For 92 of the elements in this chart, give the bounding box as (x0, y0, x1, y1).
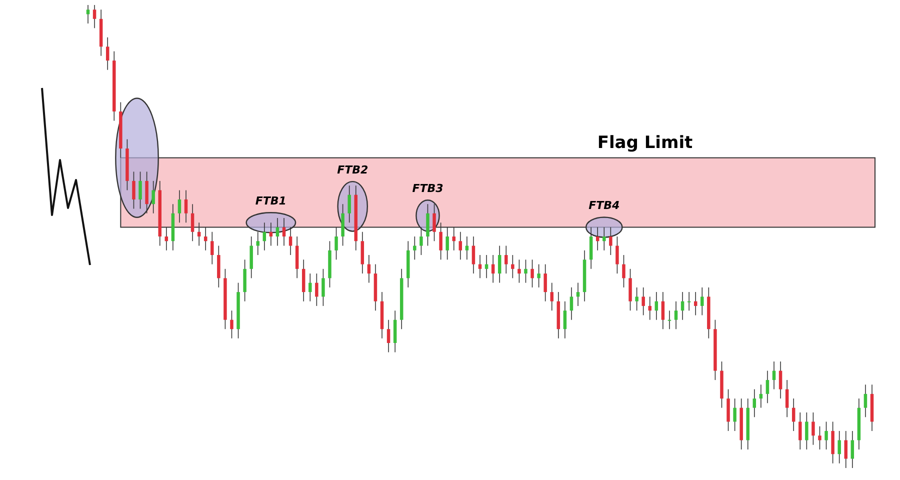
candlestick (498, 245, 502, 284)
candlestick (250, 236, 253, 279)
candlestick (360, 231, 364, 274)
candlestick (184, 190, 188, 224)
candlestick (838, 430, 841, 464)
candlestick (511, 254, 514, 279)
candlestick (308, 273, 312, 302)
candlestick (138, 171, 142, 210)
candlestick (530, 259, 534, 288)
candlestick (700, 287, 704, 316)
candlestick (348, 185, 351, 224)
candlestick (210, 231, 214, 265)
candlestick (654, 292, 658, 320)
candlestick (668, 310, 672, 330)
candlestick (850, 430, 854, 468)
candlestick (622, 254, 626, 288)
candlestick (276, 218, 280, 246)
candlestick (544, 264, 547, 302)
candlestick (609, 226, 612, 256)
candlestick (86, 4, 90, 24)
candlestick (570, 287, 574, 320)
band-label: Flag Limit (597, 132, 693, 153)
candlestick (766, 370, 770, 404)
candlestick (524, 259, 528, 284)
candlestick (759, 384, 763, 408)
candlestick (145, 171, 148, 214)
candlestick (262, 222, 266, 251)
candlestick (413, 236, 416, 260)
candlestick (805, 412, 808, 450)
candlestick (798, 412, 802, 450)
candlestick (576, 282, 580, 306)
candlestick (288, 226, 292, 256)
candlestick (687, 292, 691, 311)
annotation: FTB4 (588, 199, 620, 212)
candlestick (152, 180, 155, 214)
candlestick (178, 190, 182, 224)
candlestick (831, 421, 834, 464)
candlestick (315, 273, 318, 306)
candlestick (269, 222, 273, 246)
candlestick (680, 292, 684, 320)
candlestick (504, 245, 508, 274)
candlestick (812, 412, 815, 446)
candlestick (478, 254, 482, 279)
candlestick (472, 236, 476, 274)
candlestick (733, 398, 736, 432)
candlestick (674, 300, 678, 330)
candlestick (243, 259, 246, 302)
annotation: FTB1 (255, 194, 286, 208)
candlestick (602, 226, 606, 251)
candlestick (694, 292, 698, 316)
candlestick (484, 254, 488, 279)
candlestick (792, 398, 796, 432)
candlestick (642, 287, 645, 316)
candlestick (818, 426, 822, 450)
candlestick (386, 319, 390, 353)
candlestick (491, 254, 495, 284)
candlestick (537, 264, 540, 288)
candlestick (824, 421, 828, 450)
candlestick (393, 310, 397, 353)
candlestick (661, 292, 665, 330)
candlestick (282, 218, 286, 246)
candlestick (465, 236, 469, 260)
candlestick (726, 388, 730, 432)
candlestick (844, 430, 848, 468)
candlestick (295, 236, 299, 279)
candlestick (367, 254, 371, 284)
candlestick (648, 296, 652, 320)
candlestick (778, 361, 782, 399)
candlestick (256, 231, 260, 256)
candlestick (635, 287, 638, 311)
candlestick (563, 300, 567, 339)
candlestick (302, 259, 306, 302)
candlestick (92, 4, 96, 29)
candlestick (106, 37, 110, 70)
candlestick (864, 384, 868, 418)
candlestick (322, 268, 325, 306)
candlestick (426, 204, 430, 246)
candlestick (550, 282, 554, 311)
candlestick (616, 236, 619, 274)
candlestick (628, 268, 632, 311)
candlestick (772, 361, 776, 390)
candlestick (217, 245, 220, 288)
candlestick (230, 310, 234, 339)
candlestick (752, 388, 756, 418)
candlestick (132, 171, 136, 210)
annotation: FTB3 (412, 182, 444, 196)
annotation: FTB2 (337, 164, 368, 177)
candlestick (458, 231, 462, 260)
candlestick (589, 226, 593, 270)
candlestick (596, 226, 600, 251)
candlestick (518, 259, 521, 284)
candlestick (785, 380, 789, 418)
